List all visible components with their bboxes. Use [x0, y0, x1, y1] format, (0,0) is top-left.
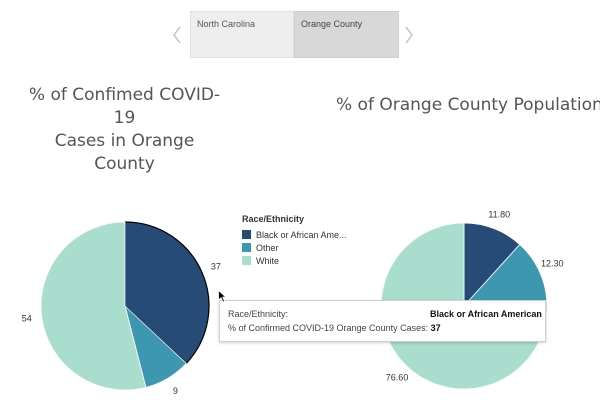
legend-swatch — [242, 230, 251, 239]
previous-arrow-icon[interactable] — [170, 22, 184, 48]
legend-label: White — [256, 255, 280, 266]
pie-slice-black-or-african-american[interactable] — [124, 221, 210, 365]
cases-chart-title-line1: % of Confimed COVID-19 — [28, 85, 221, 128]
cases-pie-chart: 37 9 54 — [22, 221, 221, 396]
tab-north-carolina[interactable]: North Carolina — [190, 11, 294, 58]
population-pie-chart: 11.80 12.30 76.60 — [380, 210, 564, 390]
legend-swatch — [242, 243, 251, 252]
tooltip-label-cases: % of Confirmed COVID-19 Orange County Ca… — [228, 323, 429, 333]
population-chart-title: % of Orange County Population — [336, 95, 600, 115]
legend-item-other[interactable]: Other — [242, 241, 347, 254]
legend-item-black[interactable]: Black or African Ame... — [242, 228, 347, 241]
cases-chart-title-line2: Cases in Orange County — [54, 131, 195, 174]
pie-label-black-or-african-american: 37 — [211, 262, 221, 272]
tooltip-value-cases: 37 — [430, 323, 441, 333]
cases-chart-title: % of Confimed COVID-19 Cases in Orange C… — [22, 84, 227, 176]
pie-slice-white[interactable] — [40, 221, 147, 391]
legend-label: Black or African Ame... — [256, 229, 347, 240]
legend-item-white[interactable]: White — [242, 254, 347, 267]
pie-slice-white[interactable] — [380, 222, 548, 390]
tooltip-label-race: Race/Ethnicity: — [228, 309, 289, 319]
pie-slice-black-or-african-american[interactable] — [463, 222, 521, 308]
pie-label-white: 54 — [22, 313, 32, 323]
pie-label-other: 12.30 — [541, 258, 564, 268]
tooltip-row-cases: % of Confirmed COVID-19 Orange County Ca… — [228, 323, 441, 333]
tooltip: Race/Ethnicity: Black or African America… — [219, 300, 546, 342]
mouse-pointer-icon — [218, 289, 228, 308]
tab-orange-county[interactable]: Orange County — [294, 11, 399, 58]
legend: Race/Ethnicity Black or African Ame... O… — [242, 214, 347, 267]
pie-label-other: 9 — [173, 386, 178, 396]
legend-swatch — [242, 256, 251, 265]
view-switcher: North Carolina Orange County — [190, 11, 399, 58]
next-arrow-icon[interactable] — [402, 22, 416, 48]
tooltip-value-race: Black or African American — [430, 309, 542, 319]
legend-label: Other — [256, 242, 279, 253]
legend-title: Race/Ethnicity — [242, 214, 305, 224]
pie-label-white: 76.60 — [386, 373, 409, 383]
pie-slice-other[interactable] — [463, 243, 548, 307]
pie-label-black-or-african-american: 11.80 — [488, 210, 510, 220]
